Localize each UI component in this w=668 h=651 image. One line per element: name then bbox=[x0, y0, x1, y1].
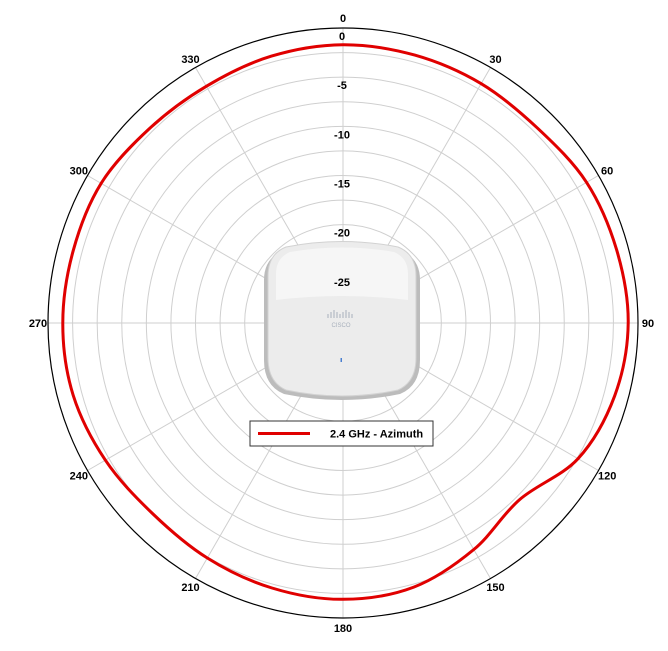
radial-tick-label: -25 bbox=[334, 277, 350, 289]
legend-label: 2.4 GHz - Azimuth bbox=[330, 429, 423, 441]
angle-tick-label: 120 bbox=[598, 471, 616, 483]
radial-tick-label: -15 bbox=[334, 179, 350, 191]
radial-tick-label: -5 bbox=[337, 80, 347, 92]
angle-tick-label: 60 bbox=[601, 166, 613, 178]
device-highlight bbox=[276, 247, 408, 300]
outer-circle bbox=[47, 27, 639, 619]
radial-tick-label: -10 bbox=[334, 129, 350, 141]
angle-tick-label: 240 bbox=[70, 471, 88, 483]
series-layer bbox=[61, 43, 630, 601]
radial-tick-label: 0 bbox=[339, 31, 345, 43]
radial-tick-labels: 0 -5 -10 -15 -20 -25 bbox=[334, 31, 350, 289]
cisco-access-point-icon: CISCO bbox=[264, 241, 420, 400]
angle-tick-label: 0 bbox=[340, 13, 346, 25]
device-brand-text: CISCO bbox=[331, 323, 350, 329]
angle-labels: 0 30 60 90 120 150 180 210 240 270 300 330 bbox=[29, 13, 654, 635]
angle-tick-label: 330 bbox=[181, 54, 199, 66]
outer-ring bbox=[47, 27, 639, 619]
angle-tick-label: 180 bbox=[334, 623, 352, 635]
radial-tick-label: -20 bbox=[334, 228, 350, 240]
cisco-logo-icon bbox=[327, 310, 353, 318]
angle-tick-label: 300 bbox=[70, 166, 88, 178]
angle-tick-label: 210 bbox=[181, 582, 199, 594]
angle-tick-label: 30 bbox=[489, 54, 501, 66]
status-led-icon bbox=[340, 358, 342, 362]
legend: 2.4 GHz - Azimuth bbox=[249, 420, 434, 447]
angle-tick-label: 270 bbox=[29, 318, 47, 330]
angle-tick-label: 150 bbox=[486, 582, 504, 594]
angle-tick-label: 90 bbox=[642, 318, 654, 330]
